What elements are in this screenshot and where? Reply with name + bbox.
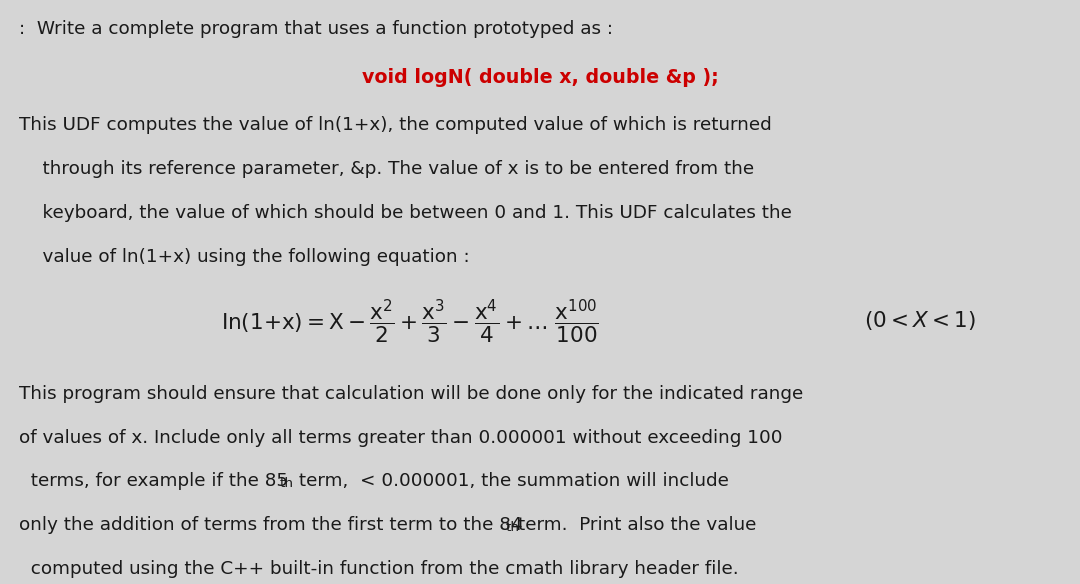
Text: of values of x. Include only all terms greater than 0.000001 without exceeding 1: of values of x. Include only all terms g… [19,429,783,447]
Text: This program should ensure that calculation will be done only for the indicated : This program should ensure that calculat… [19,385,804,403]
Text: value of ln(1+x) using the following equation :: value of ln(1+x) using the following equ… [19,248,470,266]
Text: terms, for example if the 85: terms, for example if the 85 [19,472,288,491]
Text: This UDF computes the value of ln(1+x), the computed value of which is returned: This UDF computes the value of ln(1+x), … [19,116,772,134]
Text: :  Write a complete program that uses a function prototyped as :: : Write a complete program that uses a f… [19,20,613,39]
Text: term.  Print also the value: term. Print also the value [518,516,756,534]
Text: keyboard, the value of which should be between 0 and 1. This UDF calculates the: keyboard, the value of which should be b… [19,204,793,222]
Text: th: th [280,477,294,490]
Text: only the addition of terms from the first term to the 84: only the addition of terms from the firs… [19,516,523,534]
Text: computed using the C++ built-in function from the cmath library header file.: computed using the C++ built-in function… [19,560,739,578]
Text: void logN( double x, double &p );: void logN( double x, double &p ); [362,68,718,88]
Text: $\mathregular{In(1{+}x) = X - \dfrac{x^2}{2} + \dfrac{x^3}{3} - \dfrac{x^4}{4} +: $\mathregular{In(1{+}x) = X - \dfrac{x^2… [221,297,599,345]
Text: through its reference parameter, &p. The value of x is to be entered from the: through its reference parameter, &p. The… [19,160,755,178]
Text: th: th [505,521,519,534]
Text: term,  < 0.000001, the summation will include: term, < 0.000001, the summation will inc… [293,472,728,491]
Text: $(0 < X < 1)$: $(0 < X < 1)$ [864,309,976,332]
